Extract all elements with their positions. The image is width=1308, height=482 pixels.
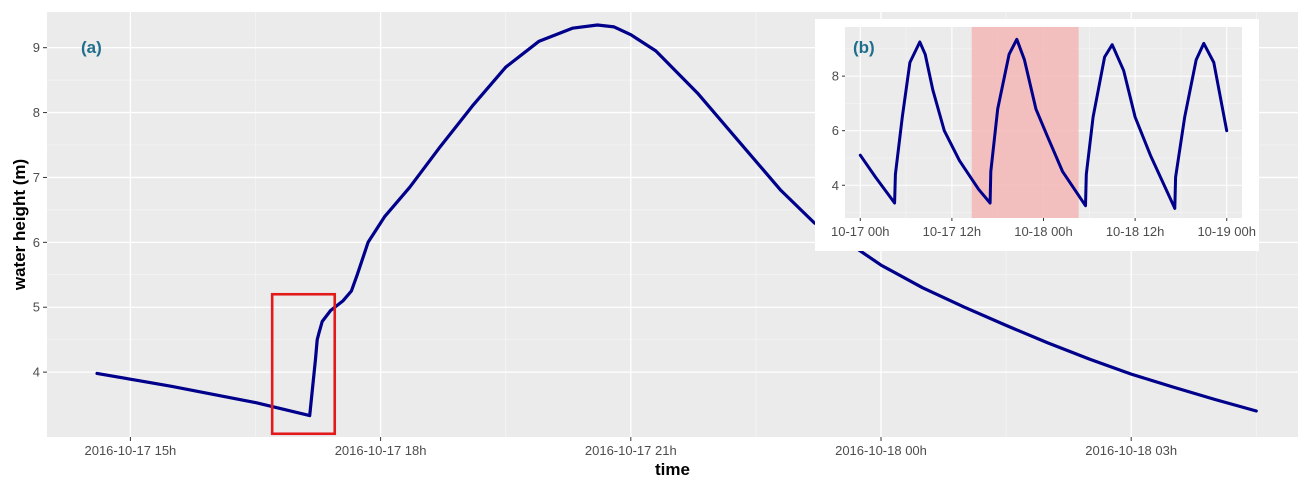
y-axis-title: water height (m) bbox=[10, 159, 29, 291]
x-tick-label: 2016-10-17 15h bbox=[84, 443, 176, 458]
x-tick-label: 2016-10-18 00h bbox=[835, 443, 927, 458]
inset-x-tick-label: 10-17 00h bbox=[831, 224, 890, 239]
water-height-line bbox=[95, 23, 1258, 418]
y-tick-label: 5 bbox=[33, 300, 40, 315]
highlight-box bbox=[270, 292, 337, 436]
highlight-band bbox=[971, 27, 1079, 218]
inset-y-tick-label: 4 bbox=[832, 178, 839, 193]
y-tick-label: 8 bbox=[33, 105, 40, 120]
inset-water-height-line bbox=[858, 37, 1229, 210]
y-tick-label: 6 bbox=[33, 235, 40, 250]
y-tick-label: 4 bbox=[33, 365, 40, 380]
inset-x-tick-label: 10-17 12h bbox=[923, 224, 982, 239]
inset-y-tick-label: 8 bbox=[832, 69, 839, 84]
inset-y-tick-label: 6 bbox=[832, 123, 839, 138]
inset-x-tick-label: 10-18 00h bbox=[1014, 224, 1073, 239]
inset-x-tick-label: 10-19 00h bbox=[1197, 224, 1256, 239]
x-tick-label: 2016-10-17 21h bbox=[585, 443, 677, 458]
y-tick-label: 7 bbox=[33, 170, 40, 185]
panel-label-b: (b) bbox=[853, 38, 875, 57]
x-tick-label: 2016-10-17 18h bbox=[335, 443, 427, 458]
x-axis-title: time bbox=[655, 460, 690, 479]
panel-label-a: (a) bbox=[81, 38, 102, 57]
y-tick-label: 9 bbox=[33, 40, 40, 55]
x-tick-label: 2016-10-18 03h bbox=[1085, 443, 1177, 458]
inset-x-tick-label: 10-18 12h bbox=[1106, 224, 1165, 239]
